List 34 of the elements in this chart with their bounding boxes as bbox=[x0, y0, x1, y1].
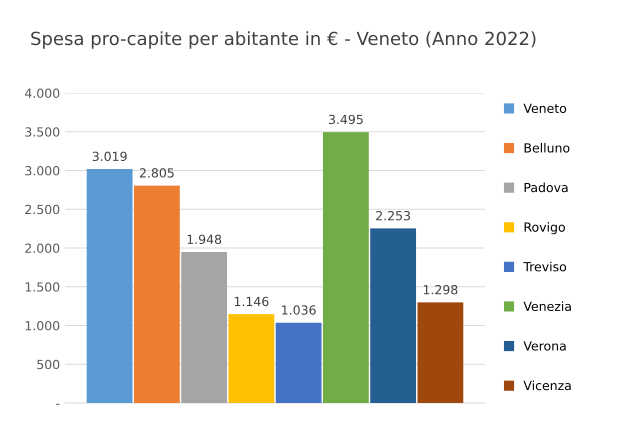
y-tick-label: 2.500 bbox=[25, 204, 60, 214]
y-tick-label: - bbox=[56, 404, 60, 405]
data-label: 1.036 bbox=[282, 305, 316, 315]
data-label: 2.805 bbox=[140, 168, 174, 178]
data-label: 1.948 bbox=[188, 234, 222, 244]
y-tick-label: 500 bbox=[37, 360, 60, 370]
data-label: 3.019 bbox=[92, 152, 127, 162]
bar bbox=[228, 314, 274, 403]
chart-title: Spesa pro-capite per abitante in € - Veneto (Anno 2022) bbox=[31, 31, 536, 49]
bar bbox=[370, 228, 416, 403]
legend-label: Vicenza bbox=[524, 380, 571, 390]
y-tick-label: 1.000 bbox=[26, 320, 60, 330]
y-tick-label: 4.000 bbox=[24, 88, 60, 98]
legend-label: Venezia bbox=[524, 301, 571, 312]
data-label: 2.253 bbox=[376, 210, 410, 220]
y-tick-label: 2.000 bbox=[25, 243, 60, 253]
y-tick-label: 3.500 bbox=[25, 127, 60, 137]
bar bbox=[181, 252, 228, 403]
legend-label: Veneto bbox=[524, 104, 566, 114]
y-tick-label: 1.500 bbox=[26, 282, 60, 292]
bar bbox=[134, 186, 180, 403]
legend-label: Treviso bbox=[523, 262, 566, 272]
y-tick-label: 3.000 bbox=[25, 166, 60, 176]
legend-label: Rovigo bbox=[524, 222, 565, 234]
bar bbox=[322, 132, 369, 403]
bar bbox=[417, 302, 464, 403]
bar bbox=[86, 169, 133, 403]
legend-label: Belluno bbox=[524, 142, 570, 153]
data-label: 3.495 bbox=[328, 114, 363, 124]
data-label: 1.298 bbox=[424, 284, 458, 294]
legend-label: Verona bbox=[524, 341, 566, 351]
bar bbox=[276, 322, 322, 403]
legend-label: Padova bbox=[524, 182, 568, 192]
data-label: 1.146 bbox=[234, 296, 268, 306]
